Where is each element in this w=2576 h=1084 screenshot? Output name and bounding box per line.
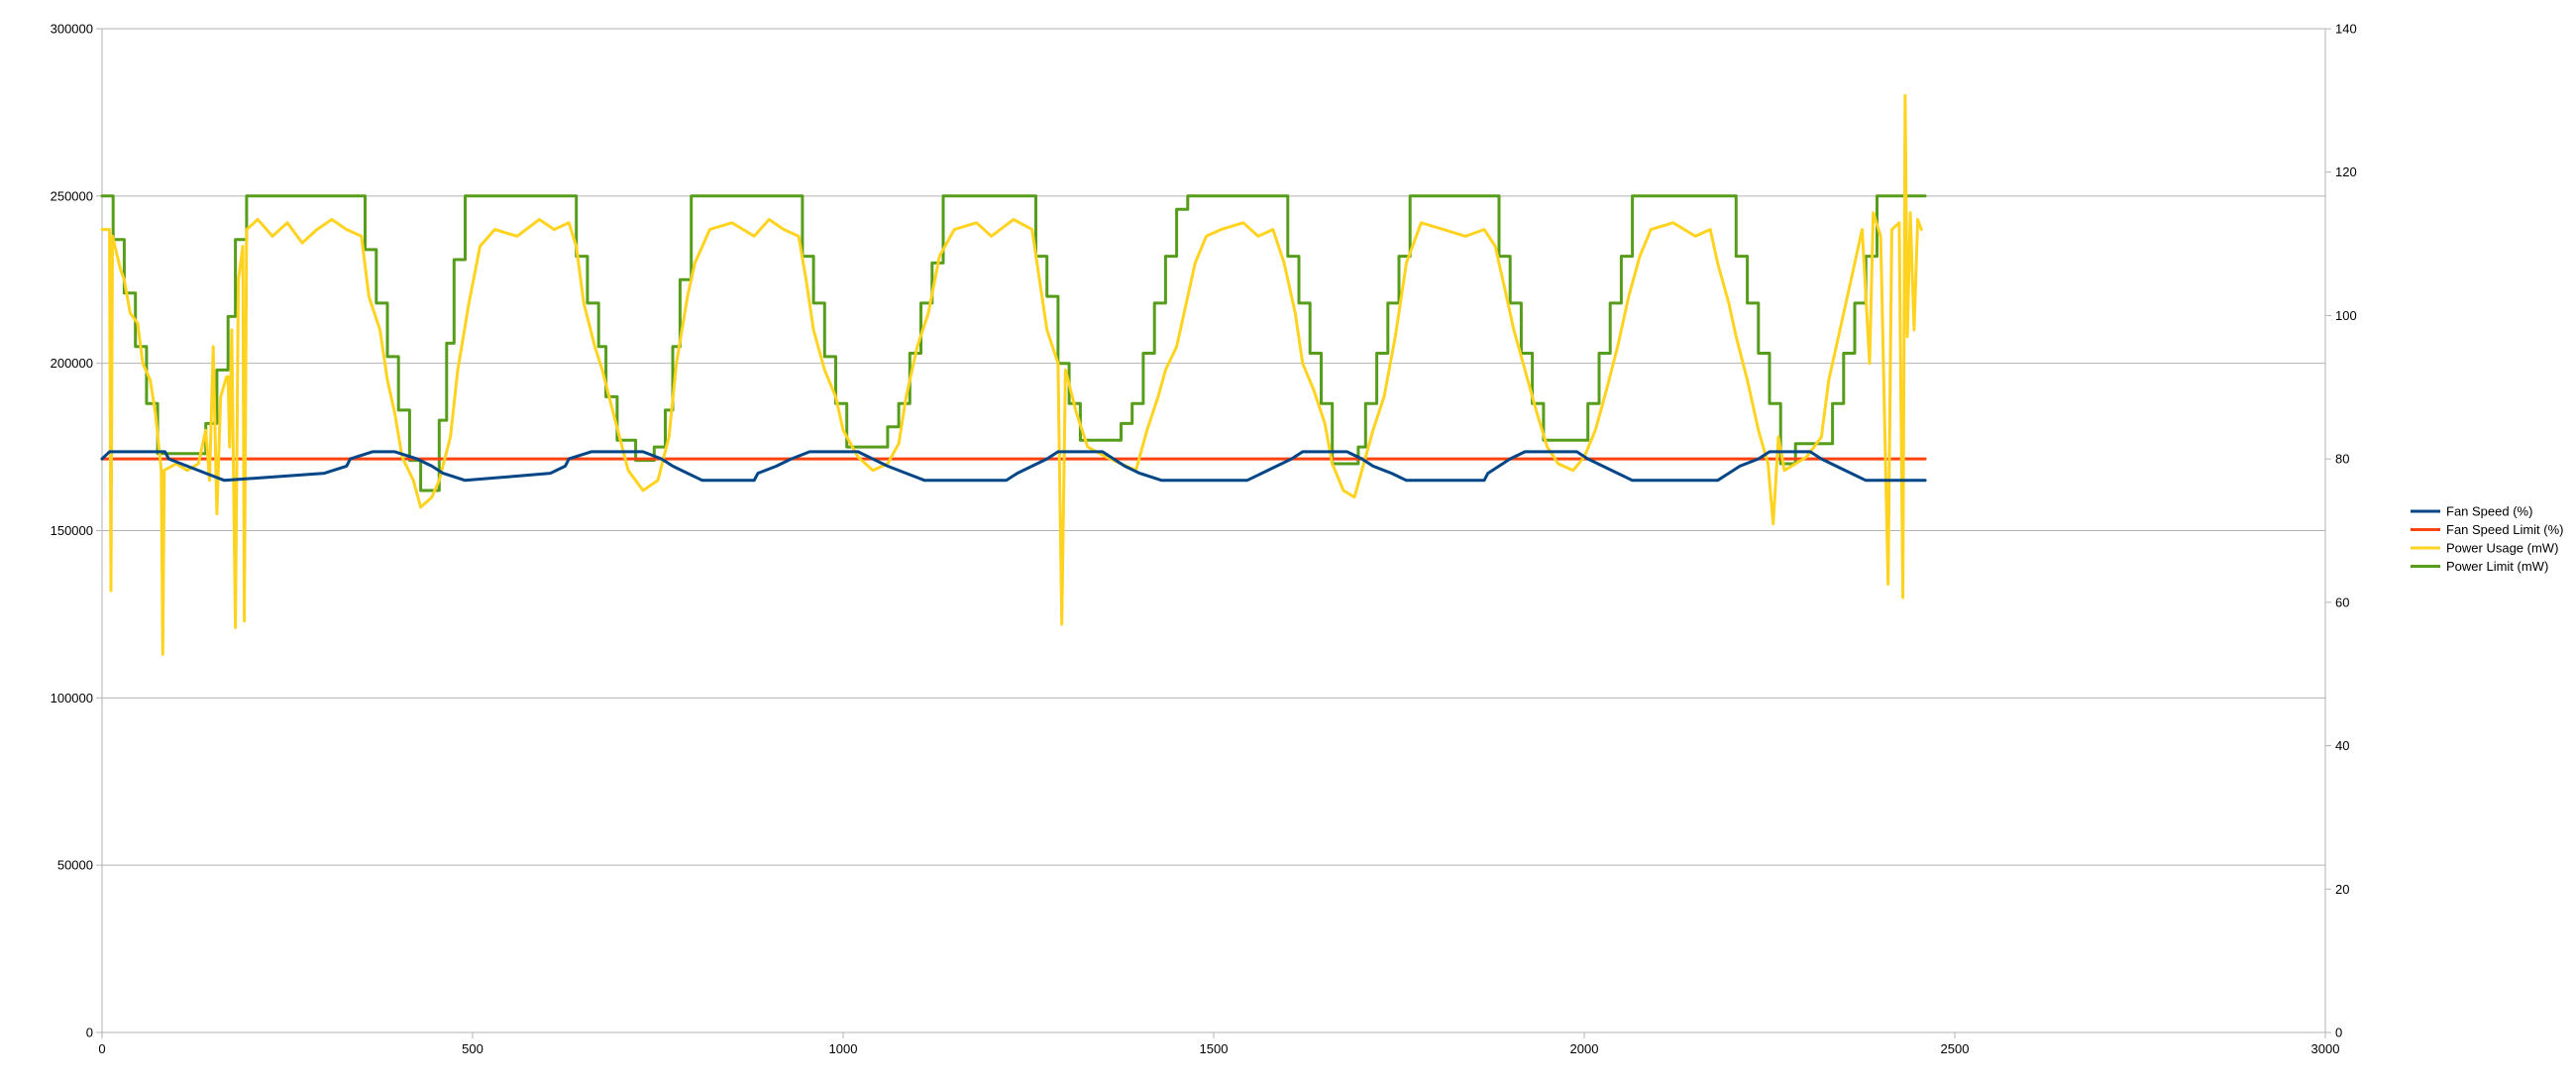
y2-tick-label: 40 <box>2335 738 2349 753</box>
y2-tick-label: 140 <box>2335 22 2357 37</box>
y2-tick-label: 80 <box>2335 452 2349 467</box>
x-tick-label: 2000 <box>1570 1041 1599 1056</box>
series-line-power-usage-mw <box>100 94 1923 656</box>
x-tick-label: 2500 <box>1941 1041 1970 1056</box>
y-tick-label: 150000 <box>51 523 93 538</box>
y2-tick-label: 20 <box>2335 882 2349 897</box>
series-lines <box>100 94 1927 656</box>
legend: Fan Speed (%) Fan Speed Limit (%) Power Us… <box>2411 504 2564 574</box>
legend-label: Power Limit (mW) <box>2446 559 2548 574</box>
y2-tick-label: 120 <box>2335 164 2357 179</box>
y-tick-label: 200000 <box>51 356 93 371</box>
x-tick-label: 500 <box>462 1041 483 1056</box>
tick-labels: 0 50000 100000 150000 200000 250000 300000 0 20 4… <box>51 22 2357 1057</box>
y2-tick-label: 0 <box>2335 1026 2342 1040</box>
series-line-fan-speed <box>100 450 1927 483</box>
x-tick-label: 1000 <box>829 1041 858 1056</box>
y2-tick-label: 60 <box>2335 595 2349 609</box>
series-line-power-limit-mw <box>100 194 1927 492</box>
y-tick-label: 0 <box>86 1026 93 1040</box>
axes <box>96 28 2331 1038</box>
x-tick-label: 1500 <box>1200 1041 1229 1056</box>
x-tick-label: 3000 <box>2311 1041 2340 1056</box>
y-tick-label: 250000 <box>51 188 93 203</box>
x-tick-label: 0 <box>98 1041 105 1056</box>
legend-label: Power Usage (mW) <box>2446 541 2558 556</box>
y-tick-label: 50000 <box>57 858 93 873</box>
y-tick-label: 100000 <box>51 691 93 705</box>
legend-label: Fan Speed Limit (%) <box>2446 522 2564 537</box>
legend-label: Fan Speed (%) <box>2446 504 2532 519</box>
gridlines <box>102 28 2325 1033</box>
y2-tick-label: 100 <box>2335 308 2357 323</box>
y-tick-label: 300000 <box>51 22 93 37</box>
